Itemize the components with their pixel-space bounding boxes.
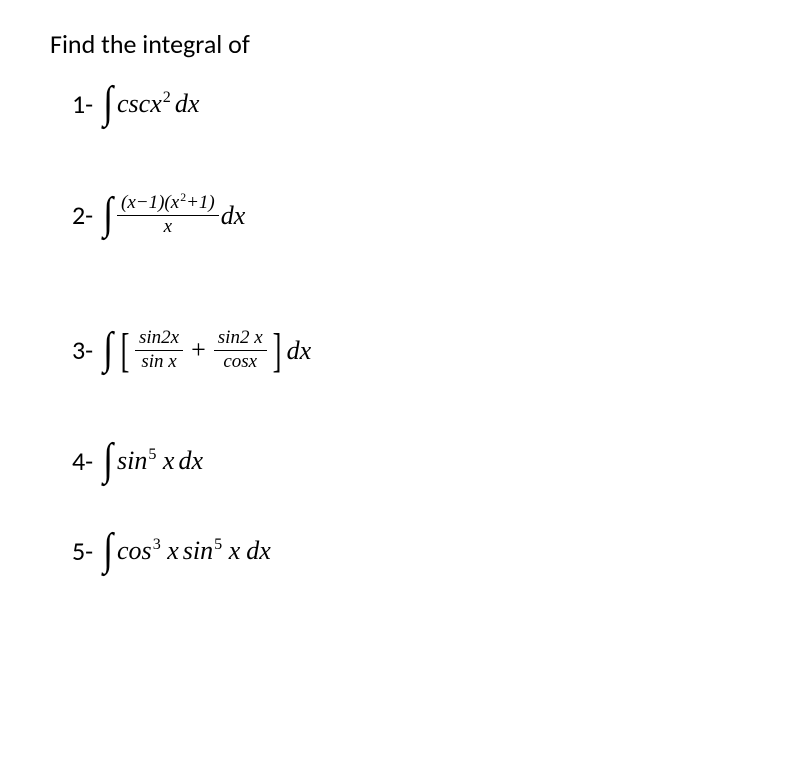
problem-2-expression: ∫ (x−1)(x2+1) x dx	[101, 192, 245, 238]
problem-3-fraction-1: sin2x sin x	[137, 328, 181, 373]
problem-5-expression: ∫ cos3 x sin5 x dx	[101, 533, 273, 569]
problem-1: 1- ∫ cscx2 dx	[72, 86, 752, 122]
problem-1-number: 1-	[72, 88, 93, 120]
problem-3-f1-num: sin2x	[137, 328, 181, 350]
integral-icon: ∫	[103, 326, 113, 371]
problem-3-number: 3-	[72, 334, 93, 366]
problem-2-tail: dx	[221, 199, 246, 231]
problem-3-tail: dx	[287, 334, 312, 366]
problem-2-fraction: (x−1)(x2+1) x	[119, 192, 217, 238]
problem-3-f2-num: sin2 x	[216, 328, 265, 350]
problem-3: 3- ∫ [ sin2x sin x + sin2 x cosx ] dx	[72, 328, 752, 373]
heading: Find the integral of	[50, 28, 752, 60]
problem-2-number: 2-	[72, 199, 93, 231]
problem-2-numerator: (x−1)(x2+1)	[119, 192, 217, 215]
problem-3-f2-den: cosx	[214, 350, 267, 373]
problem-4-number: 4-	[72, 445, 93, 477]
problem-5-number: 5-	[72, 535, 93, 567]
problem-3-fraction-2: sin2 x cosx	[216, 328, 265, 373]
problem-5: 5- ∫ cos3 x sin5 x dx	[72, 533, 752, 569]
problem-2: 2- ∫ (x−1)(x2+1) x dx	[72, 192, 752, 238]
problem-3-f1-den: sin x	[135, 350, 183, 373]
problem-2-denominator: x	[117, 215, 219, 238]
problem-4: 4- ∫ sin5 x dx	[72, 443, 752, 479]
plus-sign: +	[191, 335, 206, 365]
problem-1-expression: ∫ cscx2 dx	[101, 86, 201, 122]
integral-icon: ∫	[103, 190, 113, 235]
problem-4-expression: ∫ sin5 x dx	[101, 443, 205, 479]
page: Find the integral of 1- ∫ cscx2 dx 2- ∫ …	[0, 0, 802, 569]
problem-3-expression: ∫ [ sin2x sin x + sin2 x cosx ] dx	[101, 328, 311, 373]
